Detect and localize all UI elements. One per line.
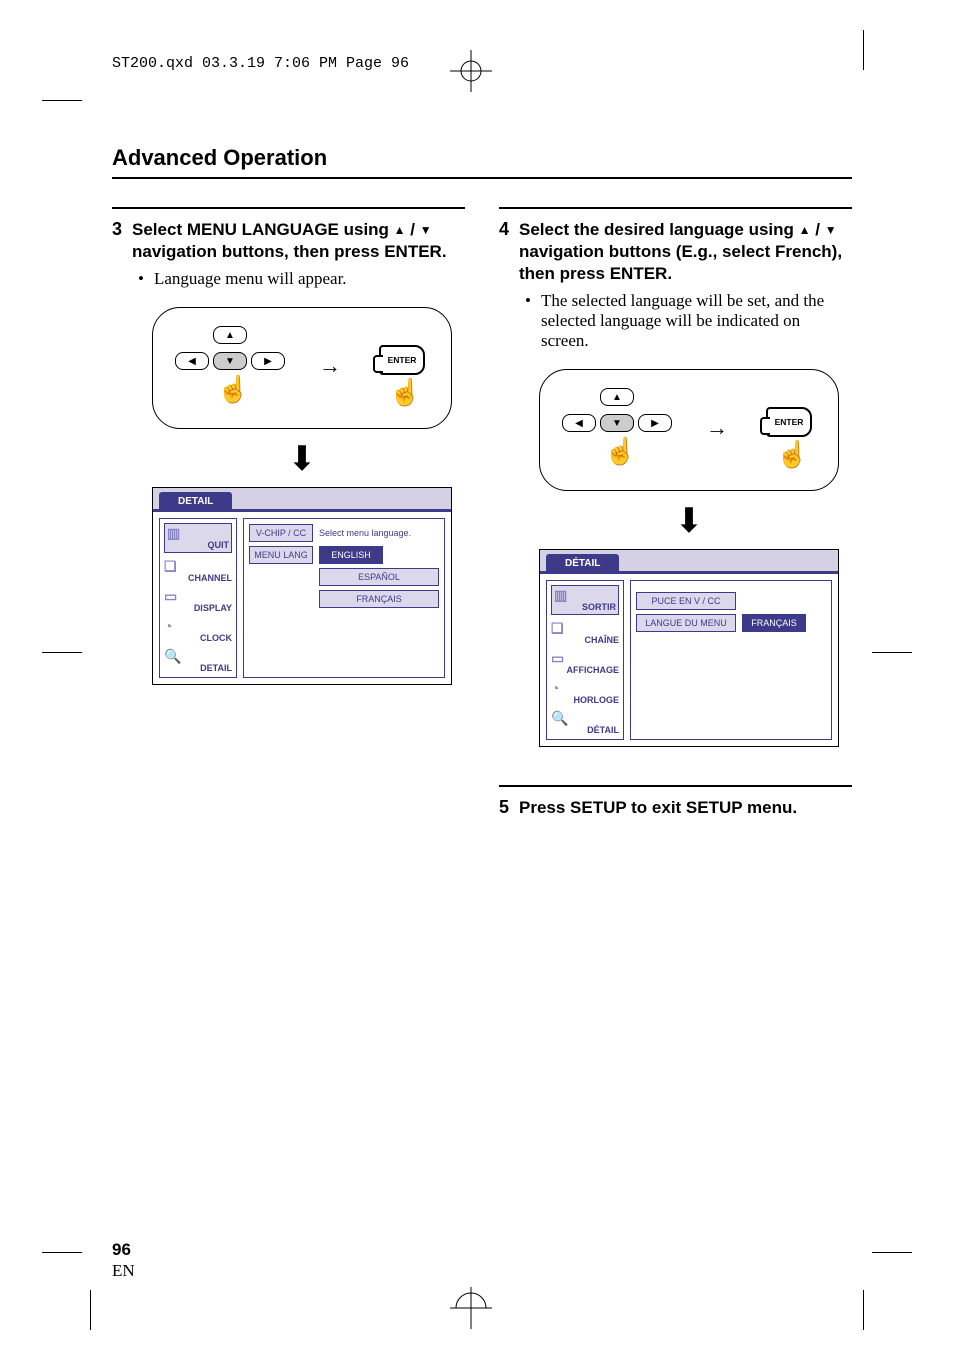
crop-mark	[42, 100, 82, 101]
remote-diagram: ▲ ▼ ◀ ▶ ☝ → ENTER ☝	[152, 307, 452, 429]
remote-diagram: ▲ ▼ ◀ ▶ ☝ → ENTER ☝	[539, 369, 839, 491]
col-rule	[499, 785, 852, 787]
osd-option: PUCE EN V / CC	[636, 592, 736, 610]
step-text: Select MENU LANGUAGE using ▲ / ▼ navigat…	[132, 219, 465, 263]
hand-icon: ☝	[604, 436, 636, 467]
section-title: Advanced Operation	[112, 145, 852, 171]
dpad-left-icon: ◀	[175, 352, 209, 370]
osd-option: V-CHIP / CC	[249, 524, 313, 542]
crop-mark	[42, 1252, 82, 1253]
sidebar-label: DÉTAIL	[587, 725, 619, 735]
clock-icon: ◔	[551, 681, 619, 695]
dpad-right-icon: ▶	[638, 414, 672, 432]
dpad-down-icon: ▼	[600, 414, 634, 432]
osd-lang-selected: FRANÇAIS	[742, 614, 806, 632]
osd-main: PUCE EN V / CC LANGUE DU MENU FRANÇAIS	[630, 580, 832, 740]
down-triangle-icon: ▼	[420, 223, 432, 237]
bullet-text: The selected language will be set, and t…	[541, 291, 852, 351]
enter-label: ENTER	[775, 417, 804, 427]
sidebar-label: AFFICHAGE	[567, 665, 620, 675]
detail-icon: 🔍	[551, 711, 619, 725]
step-text-a: Select the desired language using	[519, 220, 799, 239]
sidebar-label: CLOCK	[200, 633, 232, 643]
dpad: ▲ ▼ ◀ ▶ ☝	[562, 388, 672, 468]
down-arrow-icon: ⬇	[152, 439, 452, 479]
enter-label: ENTER	[388, 355, 417, 365]
step-text-b: navigation buttons, then press ENTER.	[132, 242, 447, 261]
enter-button-diagram: ENTER ☝	[762, 407, 816, 449]
hand-icon: ☝	[217, 374, 249, 405]
osd-sidebar: ▥SORTIR ❏CHAÎNE ▭AFFICHAGE ◔HORLOGE 🔍DÉT…	[546, 580, 624, 740]
osd-main: V-CHIP / CC Select menu language. MENU L…	[243, 518, 445, 678]
quit-icon: ▥	[554, 588, 616, 602]
dpad-left-icon: ◀	[562, 414, 596, 432]
step-number: 4	[499, 219, 509, 285]
qxd-header: ST200.qxd 03.3.19 7:06 PM Page 96	[112, 55, 409, 72]
osd-lang-selected: ENGLISH	[319, 546, 383, 564]
sidebar-label: CHANNEL	[188, 573, 232, 583]
osd-lang-option: FRANÇAIS	[319, 590, 439, 608]
col-rule	[499, 207, 852, 209]
dpad-right-icon: ▶	[251, 352, 285, 370]
detail-icon: 🔍	[164, 649, 232, 663]
osd-option: LANGUE DU MENU	[636, 614, 736, 632]
dpad-up-icon: ▲	[600, 388, 634, 406]
title-rule	[112, 177, 852, 179]
crop-mark	[42, 652, 82, 653]
crop-mark	[90, 1290, 91, 1330]
osd-tab: DETAIL	[159, 492, 232, 509]
bullet-icon: •	[138, 269, 144, 289]
step-text-b: navigation buttons (E.g., select French)…	[519, 242, 842, 283]
sidebar-label: SORTIR	[582, 602, 616, 612]
osd-tab: DÉTAIL	[546, 554, 619, 571]
col-rule	[112, 207, 465, 209]
crop-mark	[872, 1252, 912, 1253]
bullet-icon: •	[525, 291, 531, 351]
dpad: ▲ ▼ ◀ ▶ ☝	[175, 326, 285, 406]
display-icon: ▭	[551, 651, 619, 665]
osd-menu-english: DETAIL ▥QUIT ❏CHANNEL ▭DISPLAY ◔CLOCK 🔍D…	[152, 487, 452, 685]
down-arrow-icon: ⬇	[539, 501, 839, 541]
up-triangle-icon: ▲	[394, 223, 406, 237]
sidebar-label: QUIT	[208, 540, 230, 550]
dpad-up-icon: ▲	[213, 326, 247, 344]
crop-mark	[872, 652, 912, 653]
down-triangle-icon: ▼	[825, 223, 837, 237]
step-text: Select the desired language using ▲ / ▼ …	[519, 219, 852, 285]
step-number: 3	[112, 219, 122, 263]
sidebar-label: DETAIL	[200, 663, 232, 673]
bullet-text: Language menu will appear.	[154, 269, 347, 289]
display-icon: ▭	[164, 589, 232, 603]
registration-mark-bottom	[450, 1287, 492, 1329]
up-triangle-icon: ▲	[799, 223, 811, 237]
hand-icon: ☝	[389, 377, 421, 408]
dpad-down-icon: ▼	[213, 352, 247, 370]
crop-mark	[863, 30, 864, 70]
registration-mark-top	[450, 50, 492, 92]
step-text-a: Select MENU LANGUAGE using	[132, 220, 394, 239]
arrow-right-icon: →	[319, 353, 341, 379]
step-number: 5	[499, 797, 509, 819]
hand-icon: ☝	[776, 439, 808, 470]
osd-desc: Select menu language.	[319, 528, 411, 538]
channel-icon: ❏	[164, 559, 232, 573]
sidebar-label: CHAÎNE	[584, 635, 619, 645]
page-num-value: 96	[112, 1240, 135, 1260]
sidebar-label: DISPLAY	[194, 603, 232, 613]
osd-menu-french: DÉTAIL ▥SORTIR ❏CHAÎNE ▭AFFICHAGE ◔HORLO…	[539, 549, 839, 747]
arrow-right-icon: →	[706, 415, 728, 441]
enter-button-diagram: ENTER ☝	[375, 345, 429, 387]
page-lang: EN	[112, 1261, 135, 1281]
osd-sidebar: ▥QUIT ❏CHANNEL ▭DISPLAY ◔CLOCK 🔍DETAIL	[159, 518, 237, 678]
step-text: Press SETUP to exit SETUP menu.	[519, 797, 797, 819]
clock-icon: ◔	[164, 619, 232, 633]
crop-mark	[863, 1290, 864, 1330]
quit-icon: ▥	[167, 526, 229, 540]
channel-icon: ❏	[551, 621, 619, 635]
osd-option: MENU LANG	[249, 546, 313, 564]
sidebar-label: HORLOGE	[573, 695, 619, 705]
osd-lang-option: ESPAÑOL	[319, 568, 439, 586]
page-number: 96 EN	[112, 1240, 135, 1281]
